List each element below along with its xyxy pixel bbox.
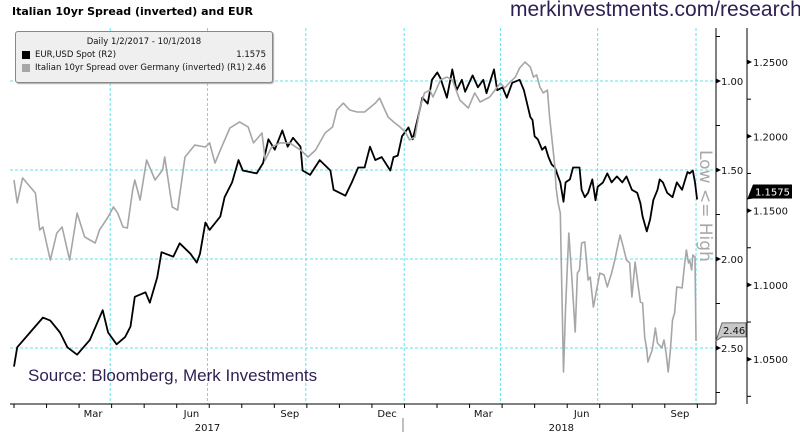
r2-tick-arrow (747, 133, 752, 139)
r1-tick-label: 1.50 (721, 166, 743, 177)
axis-direction-note: Low <= High (695, 150, 715, 262)
r2-tick-label: 1.1000 (753, 281, 788, 292)
spread-value-tag (715, 322, 747, 343)
legend[interactable]: Daily 1/2/2017 - 10/1/2018 EUR,USD Spot … (15, 31, 273, 83)
x-tick-label: Jun (573, 409, 590, 420)
r2-tick-arrow (747, 356, 752, 362)
x-tick-label: Mar (474, 409, 494, 420)
legend-item-eurusd[interactable]: EUR,USD Spot (R2) 1.1575 (22, 50, 266, 61)
chart-title: Italian 10yr Spread (inverted) and EUR (12, 5, 253, 18)
legend-item-spread[interactable]: Italian 10yr Spread over Germany (invert… (22, 63, 266, 74)
r1-tick-arrow (716, 345, 721, 351)
x-tick-label: Mar (84, 409, 104, 420)
legend-value: 2.46 (247, 63, 266, 73)
eurusd-line (13, 68, 698, 367)
website-link[interactable]: merkinvestments.com/research (510, 0, 800, 21)
r2-tick-arrow (747, 59, 752, 65)
r1-tick-arrow (716, 78, 721, 84)
r2-tick-arrow (747, 282, 752, 288)
r1-tick-label: 2.00 (721, 255, 743, 266)
legend-value: 1.1575 (236, 50, 266, 60)
last-value-tags: 1.1575 2.46 (715, 184, 792, 343)
eurusd-value-tag (747, 184, 792, 200)
eurusd-value-tag-label: 1.1575 (755, 187, 790, 198)
x-tick-label: Dec (377, 409, 396, 420)
legend-swatch-gray (22, 64, 30, 72)
x-tick-label: Sep (280, 409, 299, 420)
axes: Mar Jun Sep Dec Mar Jun Sep 2017 2018 1.00 1.50 2.0… (10, 28, 788, 434)
gridlines (10, 28, 716, 404)
r1-tick-arrow (716, 167, 721, 173)
legend-label: Italian 10yr Spread over Germany (invert… (35, 63, 245, 73)
spread-line (13, 61, 697, 373)
r1-tick-label: 1.00 (721, 77, 743, 88)
r2-tick-label: 1.1500 (753, 207, 788, 218)
r1-tick-arrow (716, 256, 721, 262)
x-tick-label: Jun (183, 409, 200, 420)
r1-tick-label: 2.50 (721, 344, 743, 355)
legend-header: Daily 1/2/2017 - 10/1/2018 (86, 37, 202, 47)
source-note: Source: Bloomberg, Merk Investments (28, 366, 318, 385)
x-tick-label: Sep (671, 409, 690, 420)
year-label: 2017 (195, 423, 220, 434)
legend-label: EUR,USD Spot (R2) (35, 50, 117, 60)
series-lines (13, 61, 698, 373)
r2-tick-label: 1.2000 (753, 132, 788, 143)
spread-value-tag-label: 2.46 (723, 326, 745, 337)
year-label: 2018 (549, 423, 574, 434)
r2-tick-label: 1.0500 (753, 355, 788, 366)
r2-tick-label: 1.2500 (753, 58, 788, 69)
r2-tick-arrow (747, 208, 752, 214)
legend-swatch-black (22, 51, 30, 59)
